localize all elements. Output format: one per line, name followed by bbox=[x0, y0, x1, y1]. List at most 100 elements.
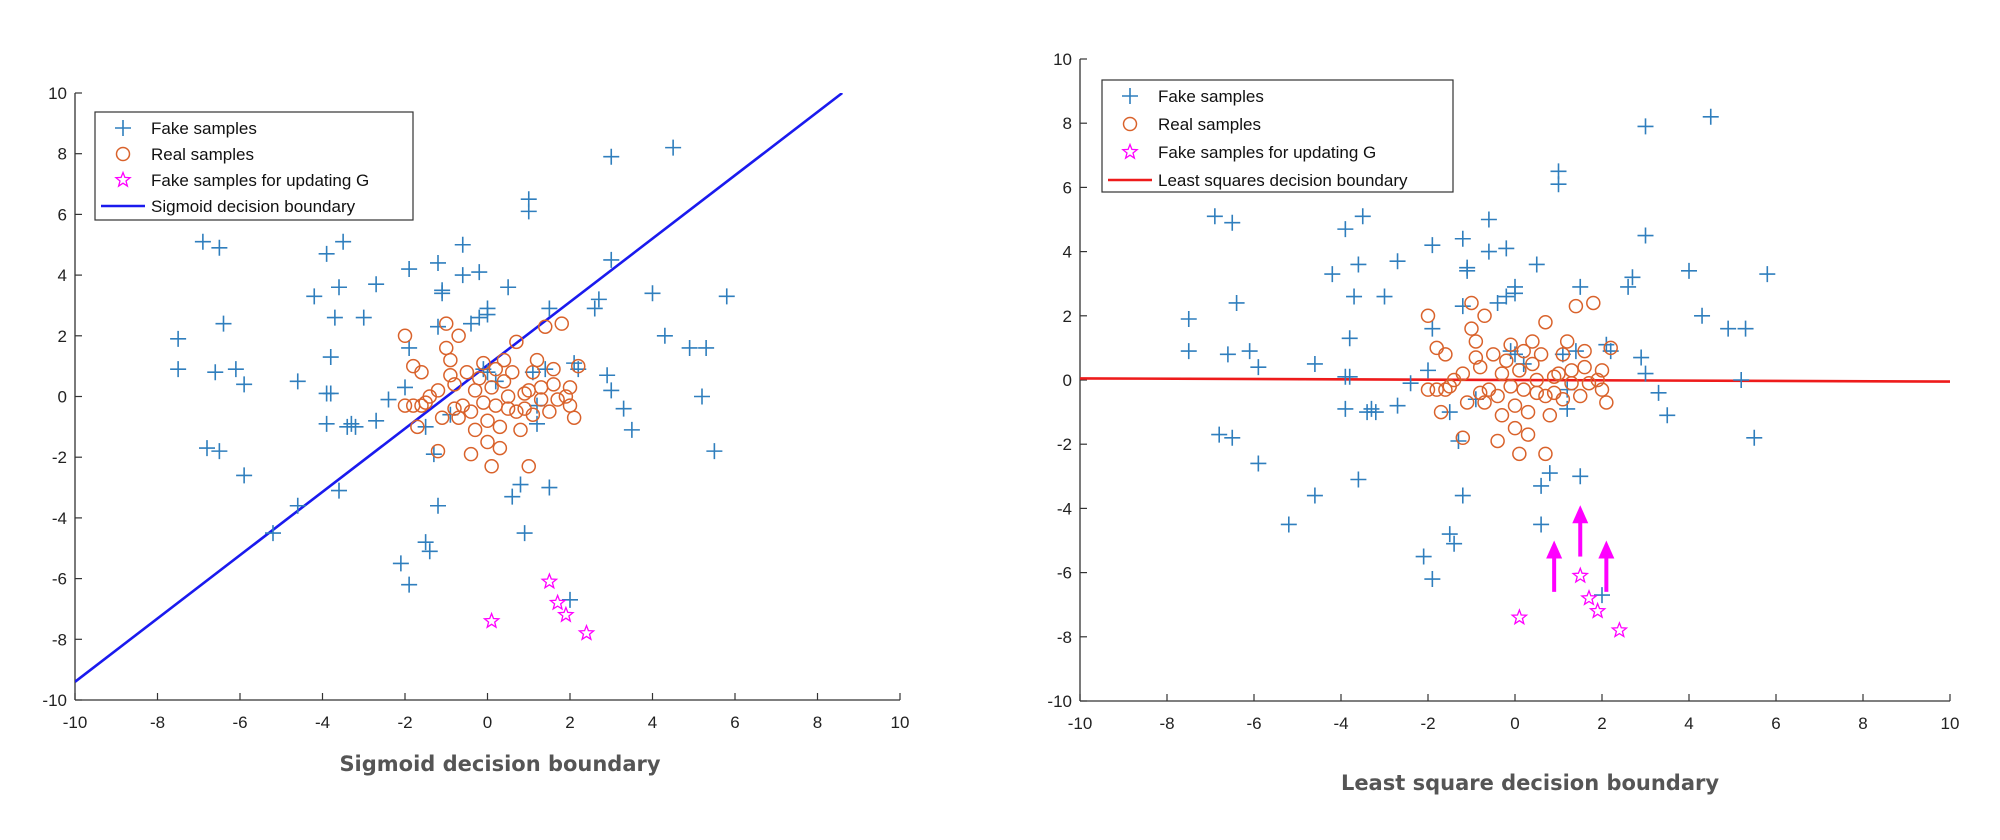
fake-sample-point bbox=[520, 203, 537, 220]
real-sample-point bbox=[1464, 295, 1479, 311]
fake-sample-point bbox=[1572, 468, 1589, 485]
real-sample-point bbox=[1538, 314, 1553, 330]
real-sample-point bbox=[484, 459, 499, 474]
real-sample-point bbox=[447, 401, 462, 416]
real-sample-point bbox=[521, 459, 536, 474]
fake-sample-point bbox=[1376, 288, 1393, 305]
fake-sample-point bbox=[1528, 256, 1545, 273]
fake-sample-point bbox=[318, 245, 335, 262]
real-sample-point bbox=[480, 413, 495, 429]
fake-sample-point bbox=[425, 446, 442, 463]
fake-sample-point bbox=[1446, 535, 1463, 552]
fake-sample-point bbox=[603, 251, 620, 268]
real-sample-point bbox=[529, 352, 545, 368]
fake-sample-point bbox=[1350, 471, 1367, 488]
real-sample-point bbox=[492, 440, 508, 456]
fake-sample-point bbox=[1346, 288, 1363, 305]
fake-sample-point bbox=[1402, 375, 1419, 392]
fake-sample-point bbox=[1541, 465, 1558, 482]
fake-sample-point bbox=[215, 315, 232, 332]
fake-sample-point bbox=[1337, 400, 1354, 417]
legend-entry-label: Fake samples for updating G bbox=[1158, 143, 1376, 162]
x-tick-label: 6 bbox=[730, 713, 739, 732]
x-tick-label: -6 bbox=[232, 713, 247, 732]
real-sample-point bbox=[1555, 347, 1571, 362]
y-tick-label: -10 bbox=[42, 691, 67, 710]
fake-sample-point bbox=[236, 467, 253, 484]
real-sample-point bbox=[1581, 375, 1597, 391]
real-sample-point bbox=[1546, 369, 1562, 385]
fake-sample-point bbox=[227, 361, 244, 378]
real-sample-point bbox=[513, 422, 528, 438]
fake-sample-point bbox=[665, 139, 682, 156]
real-sample-point bbox=[463, 404, 479, 419]
fake-sample-point bbox=[1480, 211, 1497, 228]
real-sample-point bbox=[447, 377, 462, 392]
y-tick-label: 10 bbox=[48, 84, 67, 103]
fake-sample-point bbox=[1250, 455, 1267, 472]
real-sample-point bbox=[1568, 298, 1584, 314]
fake-sample-point bbox=[1594, 587, 1610, 604]
fake-sample-point bbox=[1637, 227, 1654, 244]
real-sample-point bbox=[521, 383, 536, 398]
fake-sample-point bbox=[1620, 278, 1637, 295]
fake-sample-point bbox=[586, 300, 603, 317]
y-tick-label: 0 bbox=[58, 388, 67, 407]
real-sample-point bbox=[500, 389, 516, 404]
real-sample-point bbox=[1577, 343, 1592, 359]
real-sample-point bbox=[1499, 353, 1514, 368]
real-sample-point bbox=[1538, 388, 1553, 404]
fake-sample-point bbox=[1637, 118, 1654, 135]
fake-sample-point bbox=[1424, 571, 1441, 588]
y-tick-label: -10 bbox=[1047, 692, 1072, 711]
x-tick-label: 4 bbox=[648, 713, 657, 732]
fake-sample-point bbox=[1681, 262, 1697, 279]
fake-sample-point bbox=[1567, 343, 1584, 360]
fake-sample-point bbox=[368, 276, 385, 293]
fake-sample-point bbox=[1533, 477, 1550, 494]
fake-sample-point bbox=[430, 318, 446, 335]
gradient-arrow bbox=[1546, 540, 1563, 592]
y-tick-label: 10 bbox=[1053, 50, 1072, 69]
fake-sample-point bbox=[541, 479, 558, 496]
fake-sample-point bbox=[207, 364, 224, 381]
fake-sample-point bbox=[603, 382, 620, 399]
real-sample-point bbox=[533, 392, 549, 407]
fake-sample-point bbox=[1659, 407, 1676, 424]
update-sample-point bbox=[1588, 601, 1607, 619]
real-sample-point bbox=[1564, 363, 1579, 378]
x-tick-label: 4 bbox=[1684, 714, 1693, 733]
x-tick-label: -2 bbox=[1420, 714, 1435, 733]
fake-sample-point bbox=[1228, 294, 1245, 311]
real-sample-point bbox=[467, 383, 483, 398]
fake-sample-point bbox=[417, 418, 434, 435]
real-sample-point bbox=[1429, 382, 1444, 397]
real-sample-point bbox=[463, 446, 479, 462]
update-sample-point bbox=[1571, 566, 1590, 584]
real-sample-point bbox=[1590, 372, 1605, 388]
x-tick-label: 8 bbox=[813, 713, 822, 732]
real-sample-point bbox=[505, 364, 520, 380]
fake-sample-point bbox=[590, 291, 607, 308]
fake-sample-point bbox=[170, 361, 187, 378]
y-tick-label: -2 bbox=[1057, 435, 1072, 454]
fake-sample-point bbox=[681, 339, 698, 356]
fake-sample-point bbox=[644, 285, 661, 302]
real-sample-point bbox=[1438, 347, 1453, 362]
fake-sample-point bbox=[1554, 346, 1571, 363]
fake-sample-point bbox=[1350, 256, 1367, 273]
fake-sample-point bbox=[1454, 487, 1471, 504]
real-sample-point bbox=[488, 361, 503, 377]
fake-sample-point bbox=[306, 288, 323, 305]
fake-sample-point bbox=[1424, 320, 1441, 337]
fake-sample-point bbox=[504, 488, 521, 505]
x-tick-label: 2 bbox=[565, 713, 574, 732]
fake-sample-point bbox=[529, 415, 545, 432]
real-sample-point bbox=[1438, 382, 1453, 397]
real-sample-point bbox=[1420, 308, 1436, 324]
fake-sample-point bbox=[318, 415, 335, 432]
fake-sample-point bbox=[211, 443, 228, 460]
fake-sample-point bbox=[1219, 346, 1236, 363]
x-tick-label: 10 bbox=[891, 713, 910, 732]
fake-sample-point bbox=[1746, 429, 1763, 446]
